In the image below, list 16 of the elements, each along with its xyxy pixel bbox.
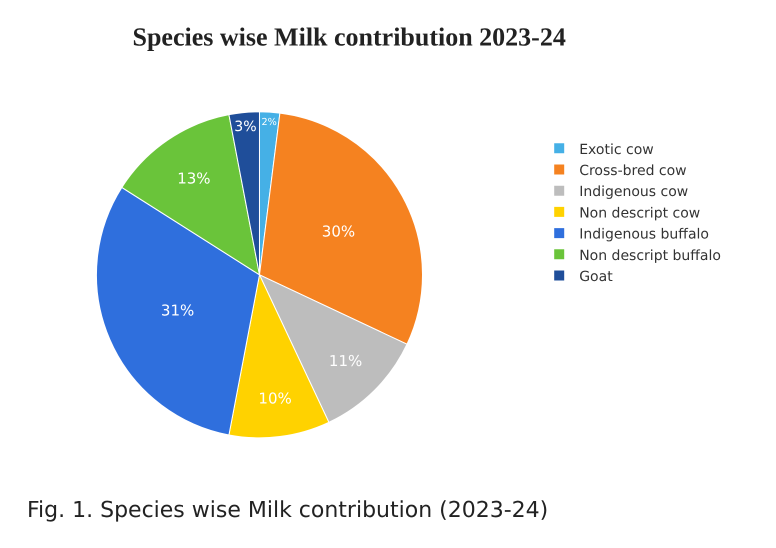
legend-label: Goat: [579, 268, 614, 285]
legend-label: Non descript buffalo: [579, 248, 721, 264]
data-label: 31%: [160, 301, 194, 320]
data-label: 13%: [177, 169, 211, 188]
legend-label: Cross-bred cow: [579, 162, 687, 179]
chart-title: Species wise Milk contribution 2023-24: [132, 22, 566, 52]
data-label: 10%: [258, 389, 292, 408]
caption: Fig. 1. Species wise Milk contribution (2023-24): [27, 498, 548, 523]
legend-label: Indigenous buffalo: [579, 226, 709, 243]
data-label: 11%: [328, 352, 362, 370]
legend-label: Non descript cow: [579, 205, 700, 222]
data-label: 2%: [261, 116, 277, 128]
data-label: 30%: [322, 222, 356, 240]
data-label: 3%: [234, 119, 257, 136]
legend-label: Exotic cow: [579, 142, 654, 158]
legend-label: Indigenous cow: [579, 184, 688, 200]
